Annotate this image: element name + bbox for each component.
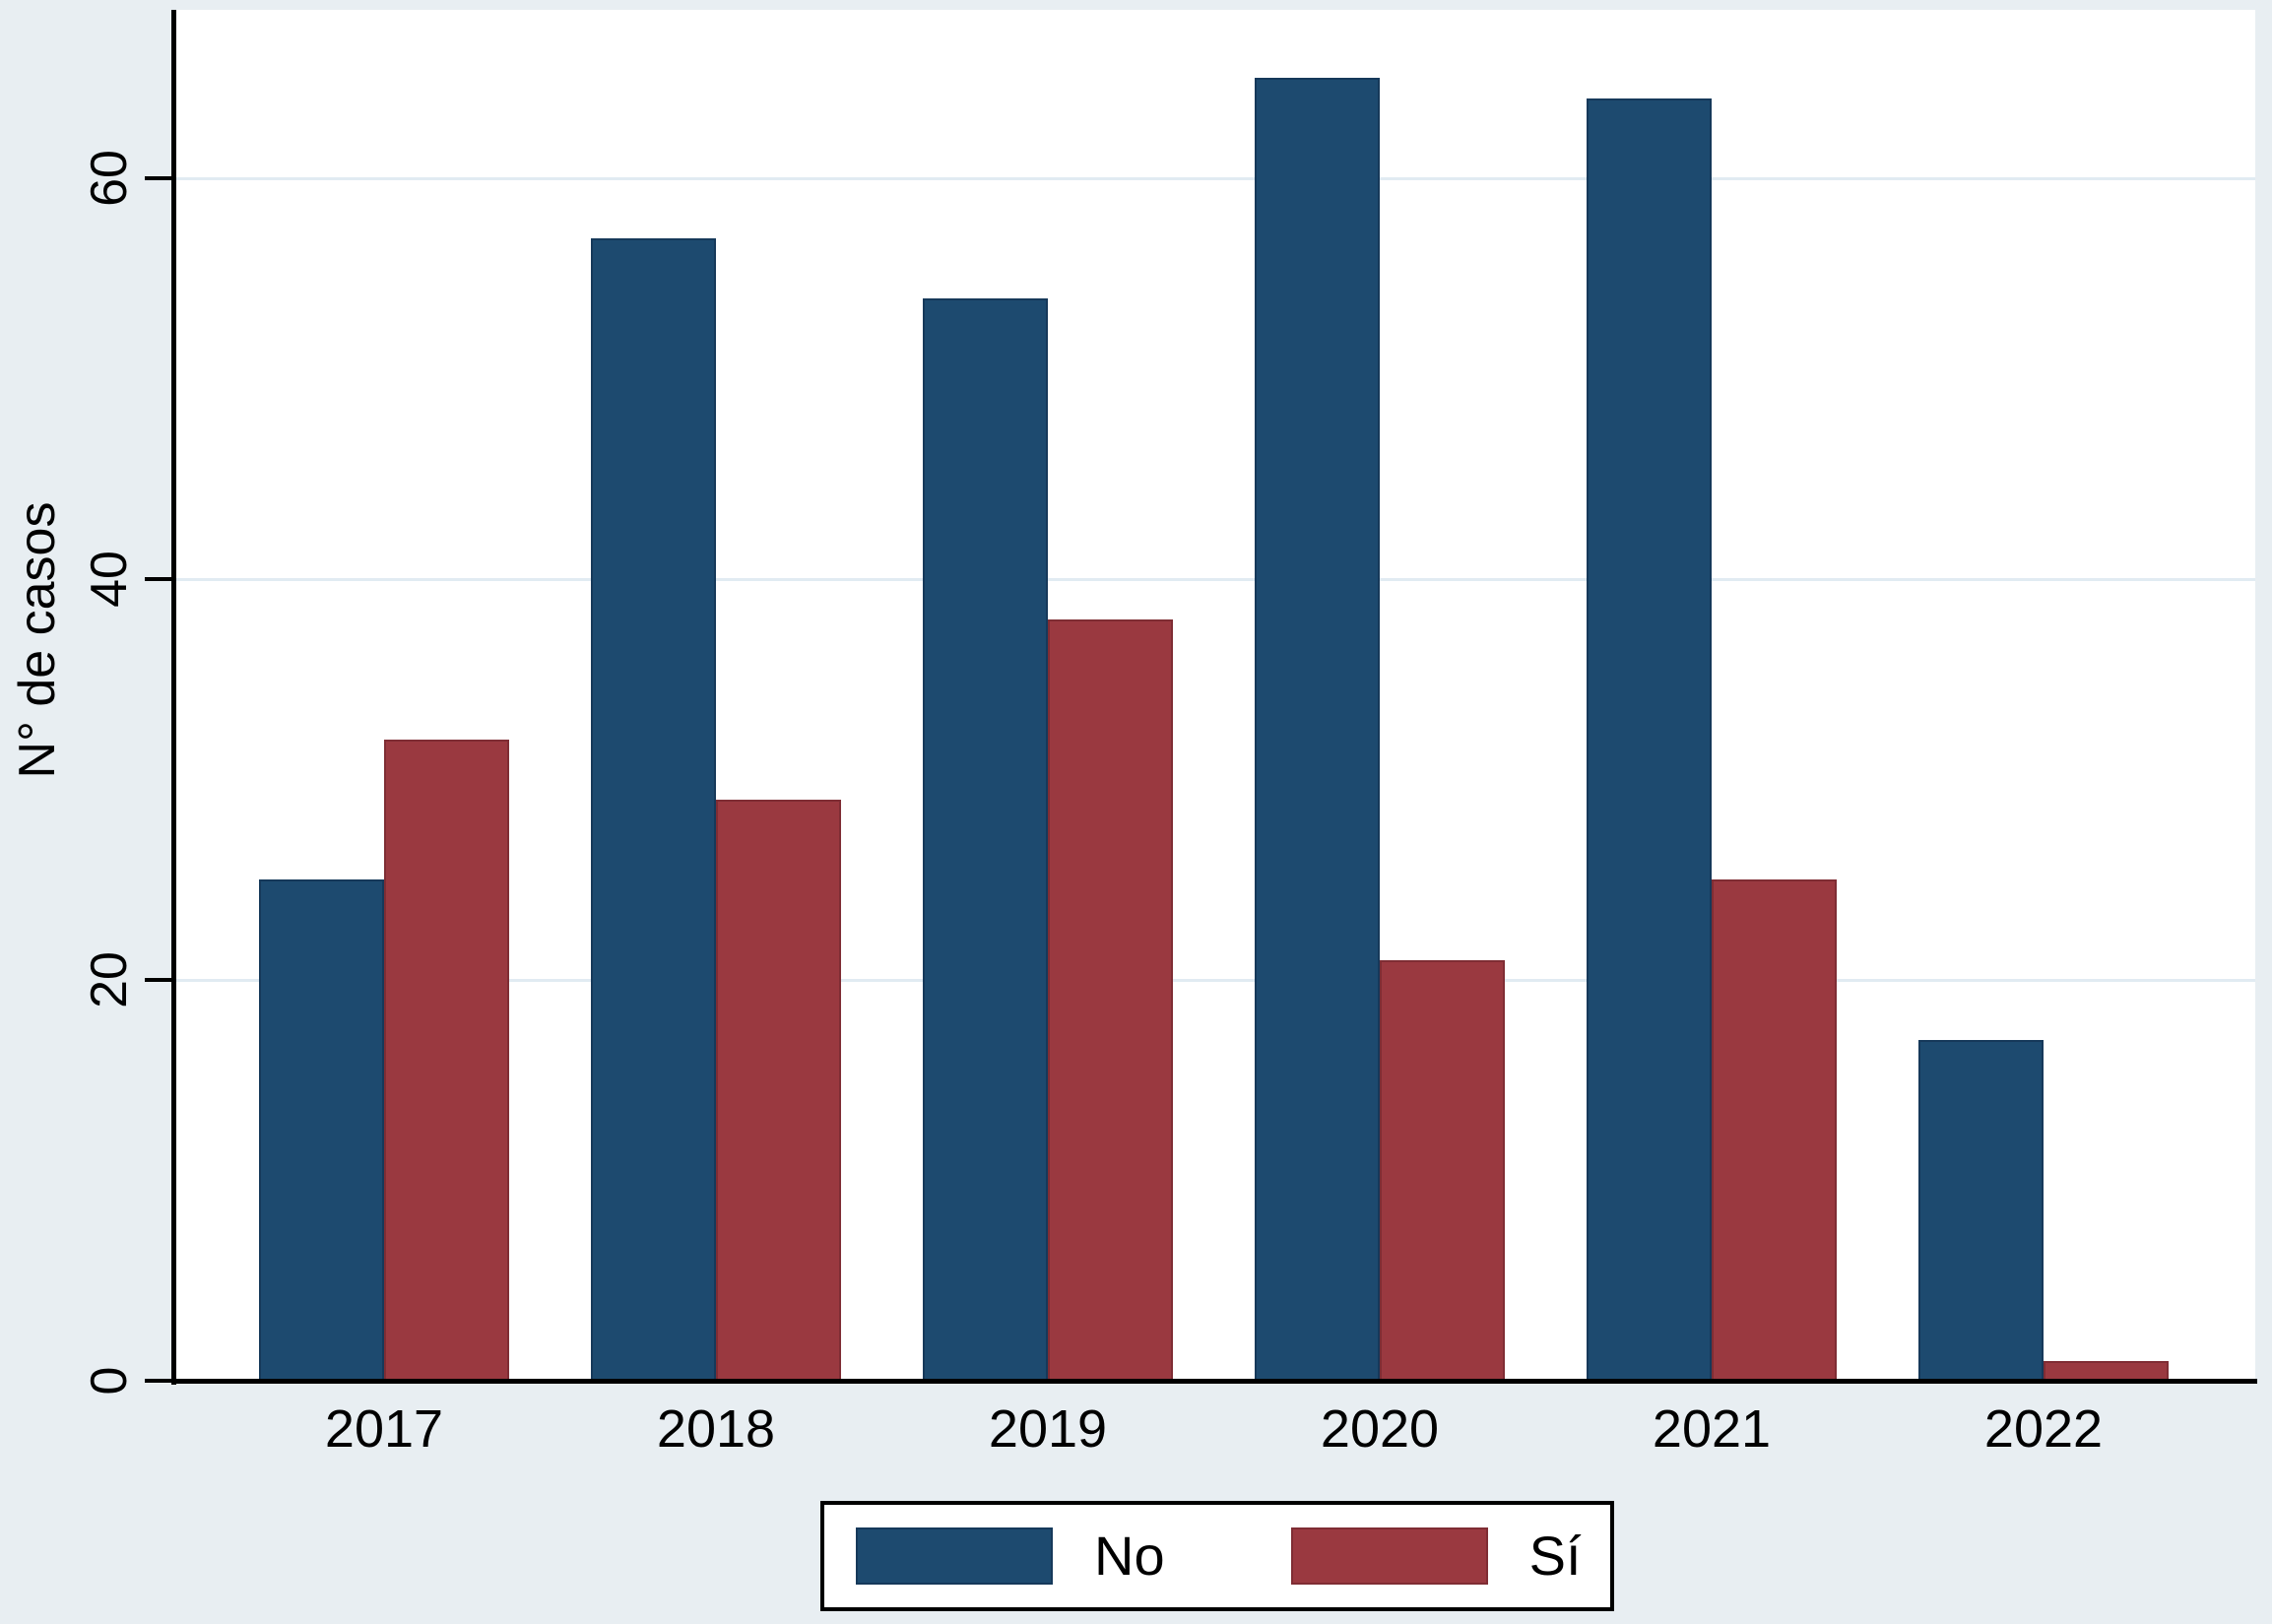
y-axis-title: N° de casos [9, 501, 66, 779]
y-axis-line [171, 10, 176, 1385]
y-tick-label-60: 60 [81, 150, 138, 207]
legend-swatch-si [1290, 1527, 1488, 1585]
x-tick-label-2017: 2017 [324, 1399, 444, 1459]
y-tick-label-40: 40 [81, 551, 138, 608]
y-tick-label-0: 0 [81, 1366, 138, 1396]
bar-sí-2020 [1380, 960, 1505, 1381]
y-tick-mark-0 [145, 1379, 172, 1383]
legend-swatch-no [856, 1527, 1053, 1585]
bar-sí-2017 [384, 740, 509, 1381]
legend-label-no: No [1094, 1525, 1165, 1587]
bar-sí-2018 [716, 800, 841, 1381]
x-tick-label-2022: 2022 [1983, 1399, 2104, 1459]
gridline-y20 [175, 979, 2255, 982]
legend-label-si: Sí [1528, 1525, 1582, 1587]
bar-no-2019 [923, 298, 1048, 1381]
x-tick-label-2020: 2020 [1320, 1399, 1440, 1459]
bar-no-2018 [591, 238, 716, 1381]
gridline-y40 [175, 578, 2255, 581]
y-tick-mark-20 [145, 978, 172, 982]
legend: No Sí [820, 1501, 1614, 1611]
x-tick-label-2019: 2019 [988, 1399, 1108, 1459]
y-tick-mark-60 [145, 176, 172, 180]
bar-sí-2019 [1048, 619, 1173, 1381]
x-tick-label-2021: 2021 [1652, 1399, 1772, 1459]
bar-no-2021 [1587, 98, 1712, 1381]
bar-no-2022 [1918, 1040, 2044, 1381]
y-tick-mark-40 [145, 577, 172, 581]
plot-area [175, 10, 2255, 1381]
bar-sí-2022 [2044, 1361, 2169, 1381]
x-tick-label-2018: 2018 [656, 1399, 776, 1459]
gridline-y60 [175, 177, 2255, 180]
y-tick-label-20: 20 [81, 951, 138, 1008]
bar-no-2017 [259, 879, 384, 1381]
bar-sí-2021 [1712, 879, 1837, 1381]
x-axis-line [171, 1379, 2257, 1384]
bar-no-2020 [1255, 78, 1380, 1381]
